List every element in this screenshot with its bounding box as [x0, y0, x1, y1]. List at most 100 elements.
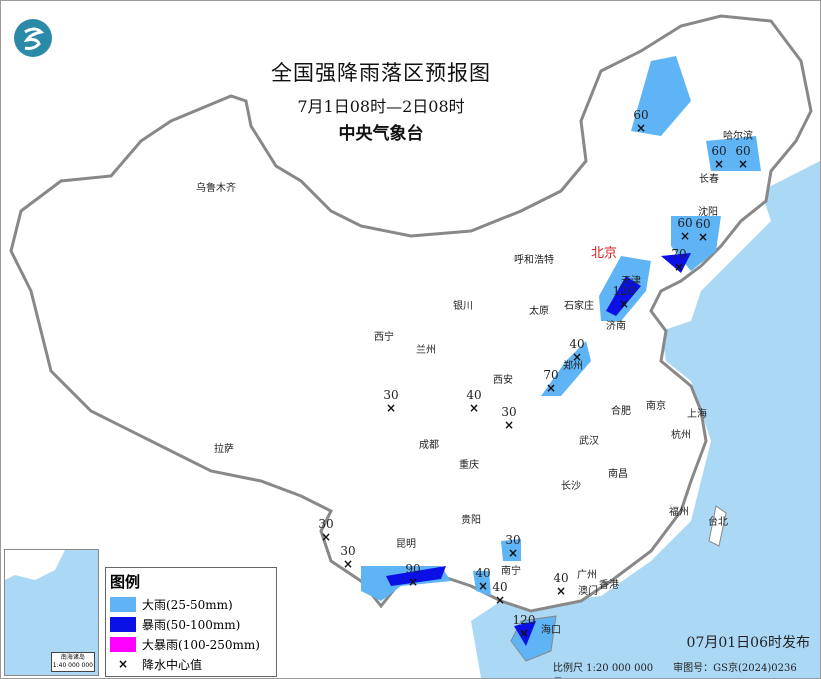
city-label: 杭州: [671, 428, 691, 441]
city-label: 拉萨: [214, 442, 234, 455]
rain-center-value: 120: [513, 613, 536, 627]
rain-area-rainstorm: [661, 253, 691, 273]
city-label: 济南: [606, 319, 626, 332]
rain-center-value: 40: [475, 566, 490, 580]
city-label: 南京: [646, 399, 666, 412]
city-label: 石家庄: [564, 299, 594, 312]
city-label: 广州: [577, 569, 597, 581]
south-china-sea-inset: 南海诸岛 1:40 000 000: [4, 549, 99, 676]
rain-center-value: 60: [695, 217, 710, 231]
city-label: 重庆: [459, 458, 479, 471]
forecast-period: 7月1日08时—2日08时: [297, 97, 465, 116]
rain-area-heavy: [631, 56, 691, 136]
legend-item-heavy-rain: 大雨(25-50mm): [110, 594, 276, 614]
rain-center-value: 30: [340, 544, 355, 558]
city-label: 合肥: [611, 404, 631, 417]
rain-area-heavy: [706, 136, 761, 171]
inset-label: 南海诸岛 1:40 000 000: [50, 652, 95, 672]
rain-center-cross-icon: ×: [343, 557, 353, 571]
rain-center-cross-icon: ×: [321, 530, 331, 544]
city-label: 南昌: [608, 467, 628, 480]
rain-center-value: 70: [671, 247, 686, 261]
city-label: 香港: [599, 579, 619, 591]
city-label: 上海: [687, 407, 707, 420]
city-label: 武汉: [579, 434, 599, 447]
sea-area: [471, 161, 820, 678]
rain-area-rainstorm: [386, 566, 446, 586]
city-label: 银川: [453, 299, 473, 312]
city-label: 沈阳: [698, 205, 718, 218]
city-label: 南宁: [501, 564, 521, 577]
rain-center-value: 30: [318, 517, 333, 531]
approval-number: 审图号：GS京(2024)0236号: [673, 663, 797, 674]
rain-center-value: 30: [505, 533, 520, 547]
city-label: 西安: [493, 373, 513, 386]
city-label: 长沙: [561, 480, 581, 492]
rain-center-value: 40: [492, 580, 507, 594]
rain-center-cross-icon: ×: [738, 157, 748, 171]
city-label: 太原: [529, 304, 549, 317]
rain-center-cross-icon: ×: [546, 381, 556, 395]
rain-center-value: 40: [553, 571, 568, 585]
city-label: 乌鲁木齐: [196, 181, 236, 194]
city-label: 长春: [699, 173, 719, 185]
rain-center-value: 60: [711, 144, 726, 158]
rain-center-value: 70: [543, 368, 558, 382]
rain-center-cross-icon: ×: [556, 584, 566, 598]
rain-area-heavy: [501, 539, 521, 561]
rain-center-cross-icon: ×: [680, 229, 690, 243]
rain-center-cross-icon: ×: [478, 579, 488, 593]
rain-center-value: 40: [569, 337, 584, 351]
rain-center-cross-icon: ×: [519, 626, 529, 640]
rain-center-cross-icon: ×: [714, 157, 724, 171]
china-land: [9, 14, 813, 662]
legend-item-heavy-rainstorm: 大暴雨(100-250mm): [110, 634, 276, 654]
scale: 比例尺 1:20 000 000: [553, 663, 654, 674]
legend-item-center: × 降水中心值: [110, 654, 276, 674]
city-label: 福州: [669, 505, 689, 518]
city-label: 西宁: [374, 330, 394, 343]
rain-area-heavy: [473, 571, 491, 596]
rain-center-cross-icon: ×: [619, 297, 629, 311]
city-label: 贵阳: [461, 513, 481, 526]
footer: 比例尺 1:20 000 000 审图号：GS京(2024)0236号: [553, 659, 820, 678]
city-label: 北京: [591, 246, 617, 261]
issuer: 中央气象台: [338, 124, 424, 144]
rain-center-value: 90: [405, 562, 420, 576]
rain-center-value: 30: [501, 405, 516, 419]
rain-center-cross-icon: ×: [698, 230, 708, 244]
legend-title: 图例: [110, 573, 141, 591]
rain-center-cross-icon: ×: [386, 401, 396, 415]
rain-area-heavy: [541, 341, 591, 396]
rain-center-cross-icon: ×: [469, 401, 479, 415]
city-label: 天津: [621, 275, 641, 287]
legend: 图例 大雨(25-50mm) 暴雨(50-100mm) 大暴雨(100-250m…: [105, 567, 277, 677]
city-label: 呼和浩特: [514, 254, 554, 266]
rain-center-value: 60: [677, 216, 692, 230]
city-label: 郑州: [563, 359, 583, 372]
rain-area-rainstorm: [606, 276, 641, 316]
city-label: 海口: [541, 623, 561, 636]
rain-center-cross-icon: ×: [508, 546, 518, 560]
city-label: 兰州: [416, 343, 436, 356]
legend-item-rainstorm: 暴雨(50-100mm): [110, 614, 276, 634]
rain-center-value: 120: [613, 284, 636, 298]
rain-center-value: 40: [466, 388, 481, 402]
rain-center-cross-icon: ×: [504, 418, 514, 432]
issue-time: 07月01日06时发布: [686, 635, 810, 651]
city-label: 澳门: [578, 584, 598, 597]
rain-center-value: 60: [633, 108, 648, 122]
rain-center-cross-icon: ×: [408, 575, 418, 589]
city-label: 哈尔滨: [723, 129, 753, 142]
rain-area-rainstorm: [514, 621, 536, 646]
city-label: 成都: [419, 439, 439, 451]
map-title: 全国强降雨落区预报图: [271, 61, 491, 85]
rain-center-cross-icon: ×: [674, 260, 684, 274]
rain-center-value: 30: [383, 388, 398, 402]
city-label: 台北: [708, 515, 728, 528]
rain-center-cross-icon: ×: [572, 350, 582, 364]
city-label: 昆明: [396, 538, 416, 550]
